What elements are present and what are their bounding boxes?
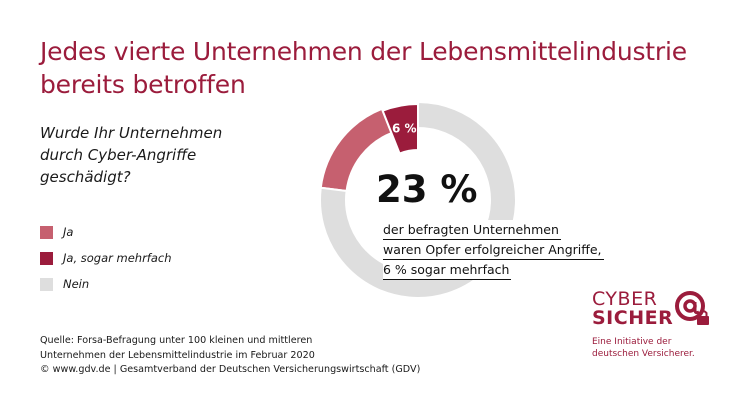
center-description-line-2: waren Opfer erfolgreicher Angriffe, [383, 240, 604, 260]
donut-chart: 6 % [319, 100, 517, 299]
source-line-2: Unternehmen der Lebensmittelindustrie im… [40, 349, 315, 361]
center-description-line-1: der befragten Unternehmen [383, 220, 561, 240]
logo-tagline-line-1: Eine Initiative der [592, 337, 672, 347]
center-description-line-3: 6 % sogar mehrfach [383, 260, 512, 280]
legend-item-nein: Nein [40, 271, 172, 297]
center-description: der befragten Unternehmen waren Opfer er… [383, 220, 643, 280]
legend-item-ja: Ja [40, 219, 172, 245]
source-note: Quelle: Forsa-Befragung unter 100 kleine… [40, 334, 500, 378]
source-line-1: Quelle: Forsa-Befragung unter 100 kleine… [40, 335, 313, 346]
center-value: 23 % [376, 168, 478, 211]
donut-slice-ja [319, 107, 393, 193]
donut-slice-nein [319, 100, 517, 299]
legend-item-ja-mehrfach: Ja, sogar mehrfach [40, 245, 172, 271]
legend: Ja Ja, sogar mehrfach Nein [40, 219, 172, 297]
legend-swatch-ja-mehrfach [40, 251, 53, 265]
source-line-3: © www.gdv.de | Gesamtverband der Deutsch… [40, 364, 421, 375]
logo-tagline-line-2: deutschen Versicherer. [592, 348, 695, 359]
chart-title: Jedes vierte Unternehmen der Lebensmitte… [40, 37, 687, 99]
legend-label-ja: Ja [63, 225, 74, 239]
donut-slice-ja-mehrfach [381, 102, 419, 155]
logo-line-2: SICHER [592, 307, 674, 329]
legend-swatch-nein [40, 277, 53, 291]
survey-question: Wurde Ihr Unternehmen durch Cyber-Angrif… [40, 124, 223, 186]
slice-data-label: 6 % [392, 121, 417, 135]
legend-swatch-ja [40, 225, 53, 239]
legend-label-ja-mehrfach: Ja, sogar mehrfach [63, 251, 172, 265]
legend-label-nein: Nein [63, 277, 90, 291]
logo-line-1: CYBER [592, 288, 658, 310]
cyber-sicher-logo: CYBER SICHER Eine Initiative der deutsch… [592, 290, 722, 380]
logo-tagline: Eine Initiative der deutschen Versichere… [592, 337, 722, 360]
at-sign-lock-icon [675, 291, 709, 325]
